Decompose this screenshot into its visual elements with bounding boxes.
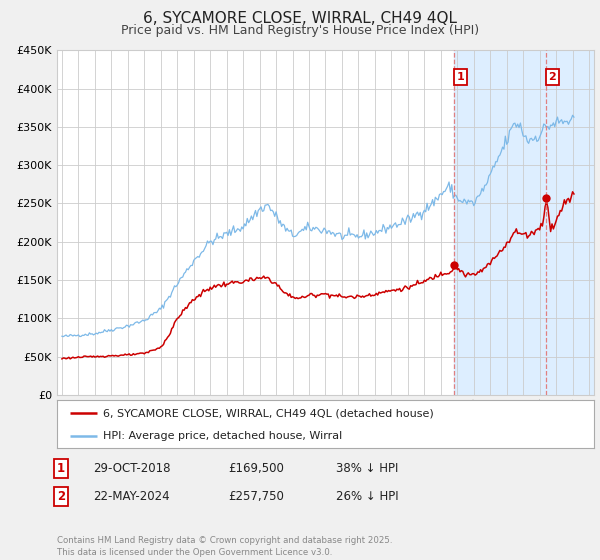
- Text: 2: 2: [57, 490, 65, 503]
- Text: 29-OCT-2018: 29-OCT-2018: [93, 462, 170, 475]
- Text: 6, SYCAMORE CLOSE, WIRRAL, CH49 4QL (detached house): 6, SYCAMORE CLOSE, WIRRAL, CH49 4QL (det…: [103, 408, 433, 418]
- Text: 1: 1: [57, 462, 65, 475]
- Text: 38% ↓ HPI: 38% ↓ HPI: [336, 462, 398, 475]
- Text: HPI: Average price, detached house, Wirral: HPI: Average price, detached house, Wirr…: [103, 431, 342, 441]
- Text: Contains HM Land Registry data © Crown copyright and database right 2025.
This d: Contains HM Land Registry data © Crown c…: [57, 536, 392, 557]
- Text: £257,750: £257,750: [228, 490, 284, 503]
- Bar: [454, 50, 600, 395]
- Text: 26% ↓ HPI: 26% ↓ HPI: [336, 490, 398, 503]
- Text: Price paid vs. HM Land Registry's House Price Index (HPI): Price paid vs. HM Land Registry's House …: [121, 24, 479, 36]
- Text: 6, SYCAMORE CLOSE, WIRRAL, CH49 4QL: 6, SYCAMORE CLOSE, WIRRAL, CH49 4QL: [143, 11, 457, 26]
- Text: 22-MAY-2024: 22-MAY-2024: [93, 490, 170, 503]
- Text: £169,500: £169,500: [228, 462, 284, 475]
- Text: 2: 2: [548, 72, 556, 82]
- Text: 1: 1: [457, 72, 464, 82]
